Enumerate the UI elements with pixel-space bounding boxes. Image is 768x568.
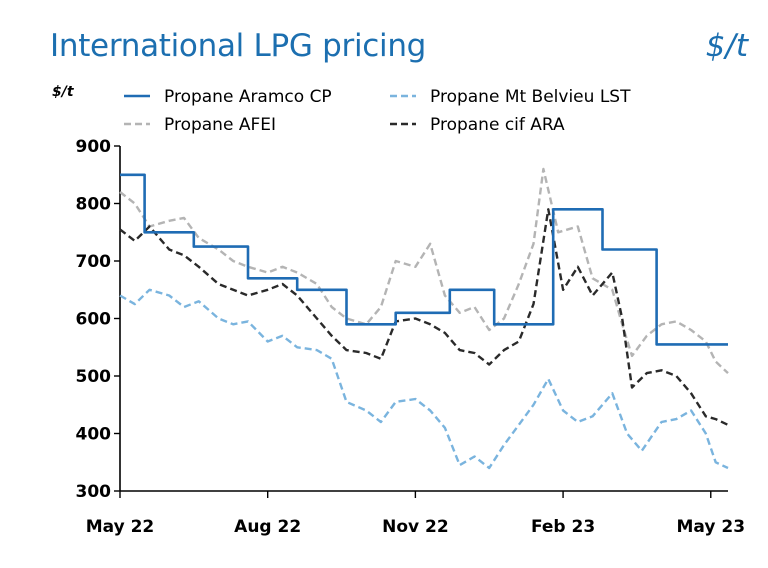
y-tick-label: 400 xyxy=(76,425,112,445)
legend-label: Propane AFEI xyxy=(164,115,276,135)
legend-label: Propane Mt Belvieu LST xyxy=(430,87,631,107)
y-tick-label: 700 xyxy=(76,252,112,272)
y-tick-label: 600 xyxy=(76,310,112,330)
y-tick-label: 500 xyxy=(76,367,112,387)
series-line-propane-afei xyxy=(119,167,729,374)
y-tick-label: 300 xyxy=(76,482,112,502)
x-tick-label: May 23 xyxy=(677,517,746,537)
x-tick-label: Aug 22 xyxy=(234,517,301,537)
series-line-propane-mt-belvieu-lst xyxy=(119,288,729,470)
y-tick-label: 800 xyxy=(76,195,112,215)
chart-title: International LPG pricing xyxy=(50,28,427,64)
x-tick-label: Nov 22 xyxy=(382,517,449,537)
series-line-propane-cif-ara xyxy=(119,208,729,426)
unit-label-right: $/t xyxy=(705,28,748,64)
y-tick-label: 900 xyxy=(76,137,112,157)
series-line-propane-aramco-cp xyxy=(120,173,728,346)
legend-label: Propane cif ARA xyxy=(430,115,565,135)
legend-label: Propane Aramco CP xyxy=(164,87,332,107)
x-tick-label: May 22 xyxy=(86,517,155,537)
y-axis-unit-label: $/t xyxy=(52,84,74,100)
x-tick-label: Feb 23 xyxy=(531,517,595,537)
